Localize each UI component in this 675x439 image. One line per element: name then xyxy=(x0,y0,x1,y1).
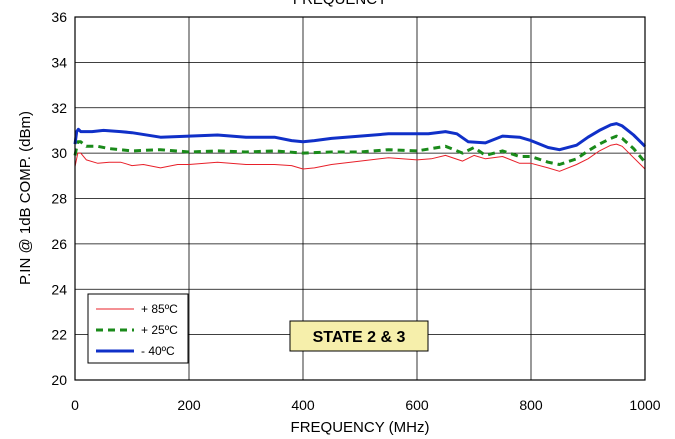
legend-label-2: + 25ºC xyxy=(141,323,178,337)
y-tick-label: 32 xyxy=(51,100,67,116)
state-annotation: STATE 2 & 3 xyxy=(289,320,429,352)
x-tick-labels: 0 200 400 600 800 1000 xyxy=(71,397,661,413)
y-tick-label: 30 xyxy=(51,145,67,161)
y-tick-label: 24 xyxy=(51,281,67,297)
chart-title: FREQUENCY xyxy=(293,0,387,8)
y-axis-title: P.IN @ 1dB COMP. (dBm) xyxy=(17,111,34,285)
series-line-3 xyxy=(73,122,647,152)
x-tick-label: 800 xyxy=(519,397,543,413)
y-tick-label: 26 xyxy=(51,236,67,252)
x-tick-label: 400 xyxy=(291,397,315,413)
legend-label-1: + 85ºC xyxy=(141,302,178,316)
y-tick-label: 22 xyxy=(51,327,67,343)
series-line-2 xyxy=(73,134,647,166)
y-tick-label: 20 xyxy=(51,372,67,388)
x-tick-label: 600 xyxy=(405,397,429,413)
annotation-box xyxy=(289,320,429,352)
plot-frame xyxy=(74,16,646,381)
x-tick-label: 1000 xyxy=(629,397,660,413)
series-line-1 xyxy=(74,143,646,172)
x-tick-label: 200 xyxy=(177,397,201,413)
y-tick-label: 36 xyxy=(51,9,67,25)
y-tick-label: 34 xyxy=(51,54,67,70)
y-tick-label: 28 xyxy=(51,191,67,207)
legend: + 85ºC + 25ºC - 40ºC xyxy=(87,293,189,364)
series-layer xyxy=(73,122,647,172)
legend-label-3: - 40ºC xyxy=(141,344,175,358)
x-axis-title: FREQUENCY (MHz) xyxy=(291,419,430,436)
y-tick-labels: 20 22 24 26 28 30 32 34 36 xyxy=(51,9,67,388)
annotation-label: STATE 2 & 3 xyxy=(313,329,406,346)
x-tick-label: 0 xyxy=(71,397,79,413)
grid-lines xyxy=(75,17,645,380)
